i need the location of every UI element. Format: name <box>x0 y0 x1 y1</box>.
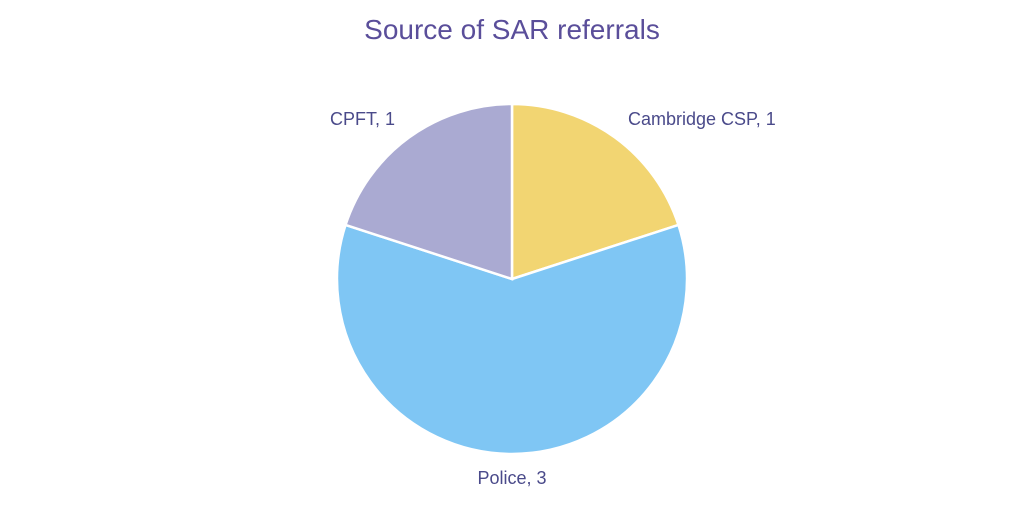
pie-slice-cambridge-csp <box>510 102 681 281</box>
data-label-cambridge-csp: Cambridge CSP, 1 <box>628 109 776 129</box>
pie-slices <box>335 102 689 456</box>
chart-title: Source of SAR referrals <box>364 14 660 45</box>
data-label-police: Police, 3 <box>477 468 546 488</box>
pie-slice-police <box>335 223 689 456</box>
pie-labels: Cambridge CSP, 1 Police, 3 CPFT, 1 <box>330 109 776 488</box>
data-label-cpft: CPFT, 1 <box>330 109 395 129</box>
pie-slice-cpft <box>343 102 514 281</box>
